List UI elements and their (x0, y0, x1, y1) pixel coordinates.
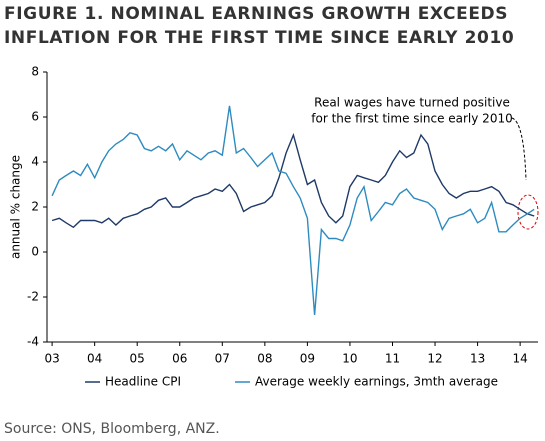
x-tick-label: 11 (385, 352, 400, 366)
y-tick-label: 4 (31, 155, 39, 169)
x-tick-label: 14 (512, 352, 527, 366)
x-tick-label: 13 (470, 352, 485, 366)
series-line (51, 132, 535, 229)
y-tick-label: 0 (31, 245, 39, 259)
x-tick-label: 03 (44, 352, 59, 366)
annotation: Real wages have turned positive (314, 96, 510, 110)
y-tick-label: 8 (31, 65, 39, 79)
y-axis-label: annual % change (9, 155, 23, 259)
annotation: for the first time since early 2010 (311, 112, 512, 126)
x-tick-label: 10 (342, 352, 357, 366)
y-tick-label: 6 (31, 110, 39, 124)
y-tick-label: -4 (27, 335, 39, 349)
x-tick-label: 05 (130, 352, 145, 366)
chart-title: FIGURE 1. NOMINAL EARNINGS GROWTH EXCEED… (4, 4, 508, 24)
highlight-ellipse (517, 194, 539, 230)
x-tick-label: 08 (257, 352, 272, 366)
chart-title: INFLATION FOR THE FIRST TIME SINCE EARLY… (4, 28, 514, 48)
x-tick-label: 04 (87, 352, 102, 366)
annotation-arrow (511, 117, 527, 181)
y-tick-label: 2 (31, 200, 39, 214)
x-tick-label: 09 (300, 352, 315, 366)
x-tick-label: 07 (215, 352, 230, 366)
legend-label: Average weekly earnings, 3mth average (255, 375, 498, 389)
series-line (51, 105, 535, 316)
x-tick-label: 12 (427, 352, 442, 366)
source: Source: ONS, Bloomberg, ANZ. (4, 421, 220, 437)
x-tick-label: 06 (172, 352, 187, 366)
legend-label: Headline CPI (105, 375, 181, 389)
y-tick-label: -2 (27, 290, 39, 304)
